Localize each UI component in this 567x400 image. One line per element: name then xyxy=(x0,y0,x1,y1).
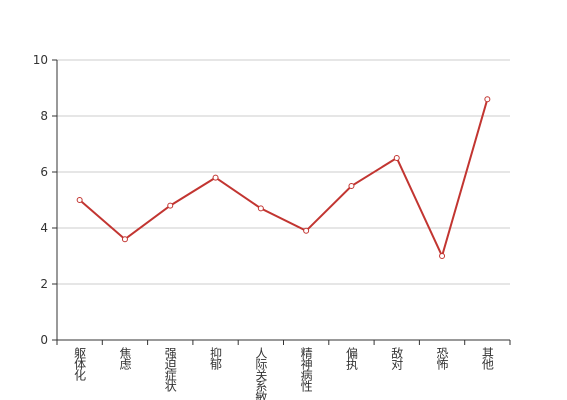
x-tick-label: 焦虑 xyxy=(118,347,132,370)
x-tick-label: 精神病性 xyxy=(299,347,313,393)
data-point xyxy=(348,183,355,189)
x-tick-label: 其他 xyxy=(480,347,494,370)
data-point xyxy=(484,96,491,103)
y-tick-label: 8 xyxy=(40,109,48,123)
data-line xyxy=(78,98,489,259)
data-point xyxy=(257,205,264,212)
y-tick-label: 0 xyxy=(40,333,48,347)
data-point xyxy=(76,197,83,203)
x-tick-label: 偏执 xyxy=(344,346,358,371)
x-tick-label: 强迫症状 xyxy=(163,347,177,392)
data-point xyxy=(167,202,174,209)
y-tick-label: 4 xyxy=(40,221,48,235)
data-point xyxy=(439,253,446,259)
data-point xyxy=(121,236,128,243)
x-tick-label: 抑郁 xyxy=(209,346,223,371)
x-tick-label: 人际关系敏感 xyxy=(254,347,268,400)
data-point xyxy=(393,155,400,161)
data-point xyxy=(303,227,310,234)
x-tick-label: 躯体化 xyxy=(73,346,87,382)
y-tick-label: 10 xyxy=(33,53,48,67)
y-tick-label: 2 xyxy=(40,277,48,291)
y-tick-label: 6 xyxy=(40,165,48,179)
x-tick-label: 恐怖 xyxy=(435,347,449,370)
data-point xyxy=(212,174,219,181)
x-tick-label: 敌对 xyxy=(390,346,404,370)
